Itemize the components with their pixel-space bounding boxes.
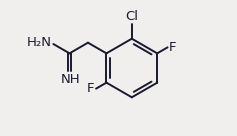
Text: NH: NH bbox=[60, 73, 80, 86]
Text: F: F bbox=[169, 41, 177, 54]
Text: F: F bbox=[87, 82, 95, 95]
Text: H₂N: H₂N bbox=[26, 36, 51, 49]
Text: Cl: Cl bbox=[125, 10, 138, 23]
